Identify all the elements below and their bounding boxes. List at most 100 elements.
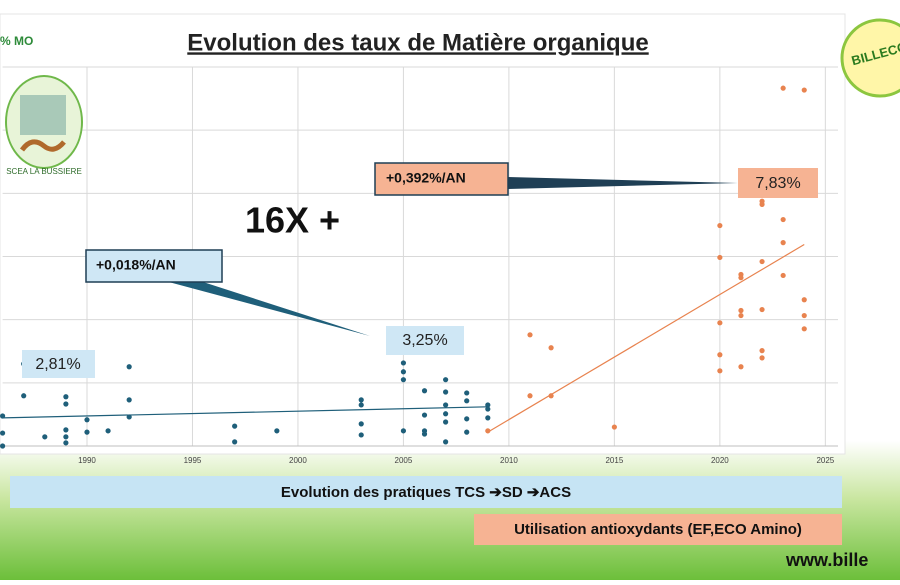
point — [759, 258, 765, 265]
point — [780, 272, 786, 279]
callout-box — [374, 162, 509, 196]
point — [443, 411, 449, 417]
point — [42, 434, 48, 440]
annotation: 16X + — [245, 200, 340, 241]
point — [464, 390, 470, 396]
plot: 1990 1995 2000 2005 2010 2015 2020 2025 — [0, 66, 838, 465]
x-tick-label: 1990 — [78, 456, 96, 465]
point — [738, 364, 744, 370]
callout: +0,392%/AN — [374, 162, 738, 196]
point — [548, 393, 554, 399]
point — [443, 377, 449, 383]
point — [400, 360, 407, 366]
logo-silo — [20, 95, 66, 135]
point — [464, 416, 470, 422]
callout-pointer — [508, 177, 738, 189]
point — [105, 428, 111, 434]
point — [63, 434, 69, 440]
point — [232, 423, 238, 429]
callout-text: +0,018%/AN — [96, 257, 176, 273]
point — [400, 369, 407, 375]
point — [63, 427, 69, 433]
point — [126, 414, 132, 420]
point — [358, 402, 364, 408]
point — [527, 332, 533, 338]
x-tick-label: 2015 — [605, 456, 623, 465]
point — [0, 413, 6, 419]
band-text: Utilisation antioxydants (EF,ECO Amino) — [514, 521, 802, 538]
point — [801, 326, 807, 332]
point — [421, 412, 428, 418]
value-box — [22, 350, 95, 378]
point — [548, 345, 554, 351]
point — [274, 428, 280, 434]
callout-box — [85, 249, 223, 283]
value-box-text: 2,81% — [35, 356, 80, 373]
value-box-text: 7,83% — [755, 175, 800, 192]
band — [10, 476, 842, 508]
callout-text: +0,392%/AN — [386, 170, 466, 186]
point — [759, 355, 765, 361]
point — [126, 364, 132, 370]
point — [801, 297, 807, 303]
point — [0, 430, 6, 436]
point — [801, 87, 807, 93]
point — [485, 402, 491, 408]
brand-badge — [840, 18, 900, 98]
website: www.bille — [785, 550, 868, 570]
point — [759, 306, 765, 313]
value-box — [386, 326, 464, 355]
point — [759, 348, 765, 354]
point — [717, 222, 723, 229]
point — [63, 394, 69, 400]
x-tick-label: 1995 — [184, 456, 202, 465]
point — [485, 415, 491, 421]
point — [63, 401, 69, 407]
point — [464, 429, 470, 435]
point — [780, 216, 786, 223]
point — [717, 320, 723, 326]
chart-title: Evolution des taux de Matière organique — [187, 29, 648, 56]
point — [738, 307, 744, 314]
point — [358, 421, 364, 427]
x-tick-label: 2010 — [500, 456, 518, 465]
x-tick-label: 2005 — [395, 456, 413, 465]
point — [801, 312, 807, 319]
point — [717, 254, 723, 261]
point — [400, 428, 407, 434]
band-text: Evolution des pratiques TCS ➔SD ➔ACS — [281, 484, 571, 501]
value-box-text: 3,25% — [402, 332, 447, 349]
point — [358, 432, 364, 438]
callout: +0,018%/AN — [85, 249, 370, 336]
logo-worm — [19, 139, 66, 152]
point — [21, 393, 27, 399]
point — [443, 389, 449, 395]
point — [611, 424, 617, 430]
point — [717, 352, 723, 358]
value-box — [738, 168, 818, 198]
point — [421, 431, 428, 437]
callout-pointer — [165, 281, 370, 336]
point — [527, 393, 533, 399]
point — [464, 398, 470, 404]
x-tick-label: 2000 — [289, 456, 307, 465]
point — [443, 419, 449, 425]
point — [126, 397, 132, 403]
point — [358, 397, 364, 403]
point — [400, 377, 407, 383]
trend-line — [2, 406, 488, 419]
point — [421, 388, 428, 394]
y-axis-label: % MO — [0, 34, 33, 48]
point — [485, 406, 491, 412]
point — [443, 439, 449, 445]
point — [443, 402, 449, 408]
point — [232, 439, 238, 445]
chart-panel — [0, 13, 846, 455]
point — [738, 312, 744, 319]
x-tick-label: 2025 — [816, 456, 834, 465]
logo: SCEA LA BUSSIERE — [5, 75, 83, 176]
logo-text: SCEA LA BUSSIERE — [6, 167, 82, 176]
x-tick-label: 2020 — [711, 456, 729, 465]
point — [717, 368, 723, 374]
